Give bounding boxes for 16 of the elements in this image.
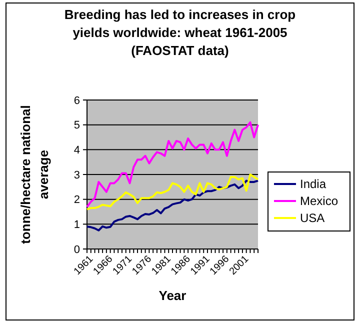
y-tick-label: 5 [74,120,80,132]
line-series [86,180,259,232]
legend-label: USA [300,211,325,226]
y-tick-label: 6 [74,94,80,107]
y-axis-title: tonne/hectare national average [18,105,51,244]
chart-title: Breeding has led to increases in crop yields worldwide: wheat 1961-2005 (FAOSTAT data) [64,7,296,58]
y-tick-label: 1 [74,219,80,232]
legend-label: India [300,177,326,192]
x-axis-title: Year [158,288,186,303]
y-tick-label: 0 [74,244,80,256]
line-series [86,121,259,208]
y-tick-label: 2 [74,194,80,206]
y-tick-label: 4 [74,144,80,157]
y-tick-label: 3 [74,169,80,182]
line-series [86,174,259,210]
legend-label: Mexico [300,194,338,208]
